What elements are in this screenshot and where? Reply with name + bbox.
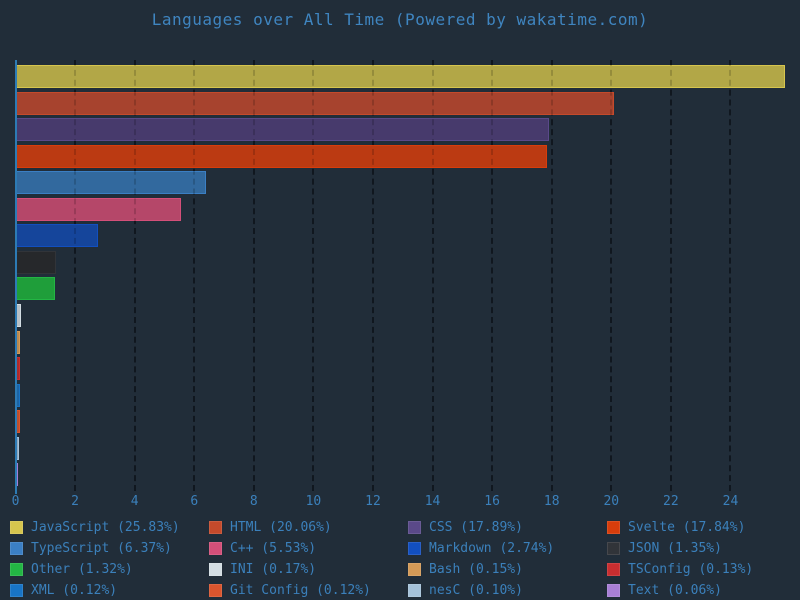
gridline-x-8 [252, 60, 255, 491]
x-tick-label-16: 16 [484, 494, 500, 509]
legend-swatch-text [607, 583, 620, 597]
legend-item-bash: Bash (0.15%) [408, 561, 607, 577]
x-tick-label-24: 24 [722, 494, 739, 509]
gridline-x-22 [669, 60, 672, 491]
legend-label-svelte: Svelte (17.84%) [628, 519, 746, 535]
x-tick-label-22: 22 [663, 494, 679, 509]
legend-item-javascript: JavaScript (25.83%) [10, 519, 209, 535]
gridline-x-18 [550, 60, 553, 491]
gridline-x-16 [491, 60, 494, 491]
gridline-x-14 [431, 60, 434, 491]
gridline-x-12 [371, 60, 374, 491]
legend-swatch-xml [10, 583, 23, 597]
x-tick-label-20: 20 [603, 494, 620, 509]
legend-swatch-git-config [209, 583, 222, 597]
gridline-x-20 [610, 60, 613, 491]
legend-item-c: C++ (5.53%) [209, 540, 408, 556]
bar-css [16, 118, 549, 142]
legend-label-c: C++ (5.53%) [230, 540, 317, 556]
legend-item-css: CSS (17.89%) [408, 519, 607, 535]
gridline-x-2 [74, 60, 77, 491]
gridline-x-12 [371, 60, 374, 491]
x-tick-label-10: 10 [305, 494, 322, 509]
legend-label-text: Text (0.06%) [628, 582, 722, 598]
gridline-x-4 [133, 60, 136, 491]
legend-label-xml: XML (0.12%) [31, 582, 118, 598]
legend-swatch-nesc [408, 583, 421, 597]
x-tick-label-8: 8 [249, 494, 258, 509]
gridline-x-8 [252, 60, 255, 491]
legend-swatch-tsconfig [607, 562, 620, 576]
gridline-x-6 [193, 60, 196, 491]
legend-swatch-html [209, 520, 222, 534]
legend-label-javascript: JavaScript (25.83%) [31, 519, 180, 535]
bar-json [16, 250, 57, 274]
legend-label-markdown: Markdown (2.74%) [429, 540, 555, 556]
x-tick-label-12: 12 [365, 494, 381, 509]
legend-swatch-svelte [607, 520, 620, 534]
bar-svelte [16, 144, 548, 168]
x-tick-label-14: 14 [424, 494, 441, 509]
legend-item-text: Text (0.06%) [607, 582, 800, 598]
bar-html [16, 91, 614, 115]
legend-item-typescript: TypeScript (6.37%) [10, 540, 209, 556]
plot-area [0, 60, 800, 494]
legend-swatch-css [408, 520, 421, 534]
legend-swatch-c [209, 541, 222, 555]
gridline-x-10 [312, 60, 315, 491]
bar-c [16, 197, 181, 221]
legend-label-bash: Bash (0.15%) [429, 561, 523, 577]
legend-label-typescript: TypeScript (6.37%) [31, 540, 172, 556]
x-tick-label-18: 18 [543, 494, 560, 509]
legend-item-git-config: Git Config (0.12%) [209, 582, 408, 598]
legend-swatch-markdown [408, 541, 421, 555]
legend-label-tsconfig: TSConfig (0.13%) [628, 561, 754, 577]
gridline-x-16 [491, 60, 494, 491]
bar-typescript [16, 171, 206, 195]
legend-item-json: JSON (1.35%) [607, 540, 800, 556]
legend-label-html: HTML (20.06%) [230, 519, 332, 535]
gridline-x-6 [193, 60, 196, 491]
legend: JavaScript (25.83%) HTML (20.06%) CSS (17.… [10, 519, 800, 598]
bar-markdown [16, 224, 98, 248]
legend-swatch-other [10, 562, 23, 576]
legend-item-nesc: nesC (0.10%) [408, 582, 607, 598]
legend-item-svelte: Svelte (17.84%) [607, 519, 800, 535]
legend-label-ini: INI (0.17%) [230, 561, 317, 577]
x-tick-label-6: 6 [190, 494, 199, 509]
gridline-x-24 [729, 60, 732, 491]
x-tick-label-0: 0 [11, 494, 20, 509]
legend-item-markdown: Markdown (2.74%) [408, 540, 607, 556]
legend-swatch-typescript [10, 541, 23, 555]
legend-item-tsconfig: TSConfig (0.13%) [607, 561, 800, 577]
legend-swatch-bash [408, 562, 421, 576]
legend-label-css: CSS (17.89%) [429, 519, 523, 535]
x-tick-label-4: 4 [130, 494, 139, 509]
bar-other [16, 277, 56, 301]
gridline-x-4 [133, 60, 136, 491]
legend-item-html: HTML (20.06%) [209, 519, 408, 535]
y-axis-line [15, 60, 17, 494]
gridline-x-18 [550, 60, 553, 491]
legend-item-xml: XML (0.12%) [10, 582, 209, 598]
legend-label-other: Other (1.32%) [31, 561, 133, 577]
gridline-x-24 [729, 60, 732, 491]
legend-item-other: Other (1.32%) [10, 561, 209, 577]
legend-swatch-json [607, 541, 620, 555]
gridline-x-20 [610, 60, 613, 491]
x-tick-label-2: 2 [71, 494, 79, 509]
gridline-x-2 [74, 60, 77, 491]
gridline-x-22 [669, 60, 672, 491]
legend-swatch-javascript [10, 520, 23, 534]
legend-label-nesc: nesC (0.10%) [429, 582, 523, 598]
legend-label-json: JSON (1.35%) [628, 540, 722, 556]
gridline-x-14 [431, 60, 434, 491]
legend-swatch-ini [209, 562, 222, 576]
legend-item-ini: INI (0.17%) [209, 561, 408, 577]
chart-title: Languages over All Time (Powered by waka… [151, 10, 649, 29]
legend-label-git-config: Git Config (0.12%) [230, 582, 371, 598]
gridline-x-10 [312, 60, 315, 491]
